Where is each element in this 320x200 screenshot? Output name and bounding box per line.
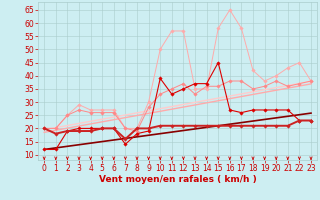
- X-axis label: Vent moyen/en rafales ( km/h ): Vent moyen/en rafales ( km/h ): [99, 175, 256, 184]
